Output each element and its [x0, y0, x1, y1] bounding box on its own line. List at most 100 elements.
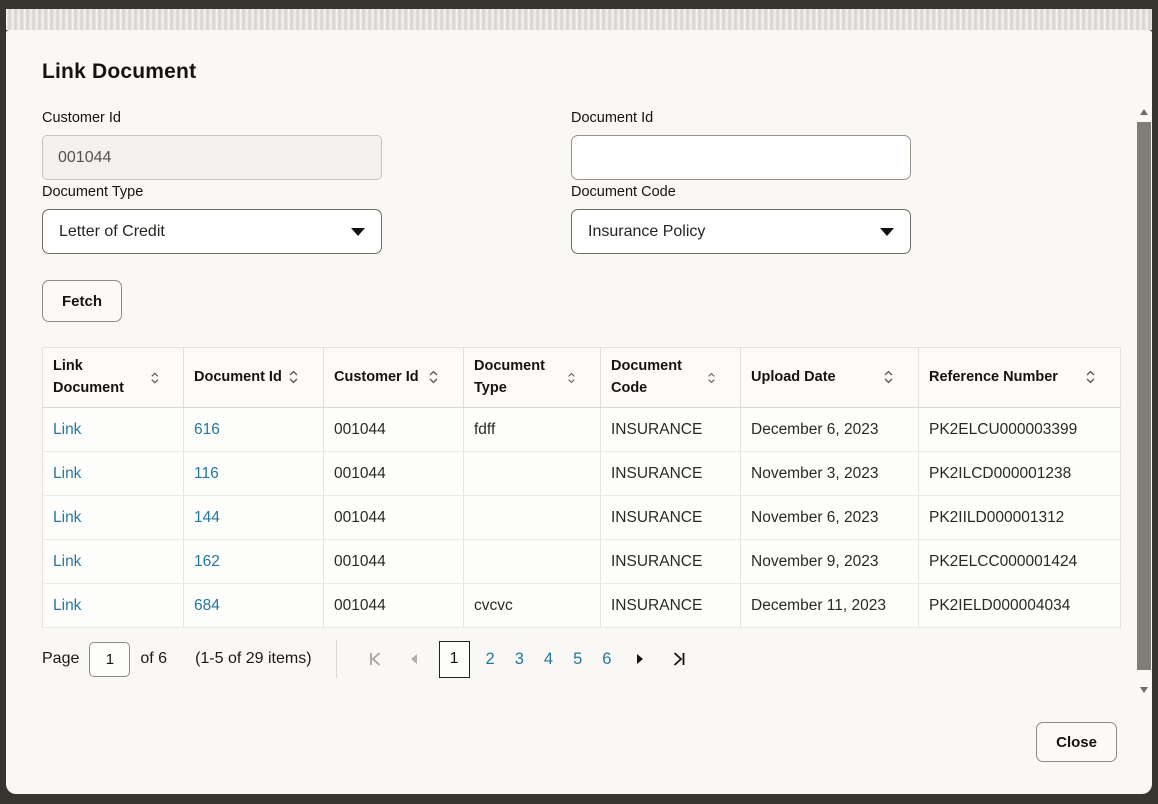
- reference-number-cell: PK2ILCD000001238: [918, 451, 1121, 496]
- document-type-label: Document Type: [42, 184, 144, 200]
- document-id-link[interactable]: 684: [194, 596, 220, 614]
- sort-icon[interactable]: [707, 370, 716, 386]
- upload-date-cell: November 6, 2023: [740, 495, 919, 540]
- reference-number-cell: PK2IELD000004034: [918, 583, 1121, 628]
- document-id-link[interactable]: 162: [194, 552, 220, 570]
- column-header-reference-number[interactable]: Reference Number: [918, 347, 1121, 408]
- sort-icon[interactable]: [883, 369, 894, 385]
- reference-number-cell: PK2IILD000001312: [918, 495, 1121, 540]
- document-code-select[interactable]: Insurance Policy: [571, 209, 911, 254]
- background-page-strip: [6, 9, 1152, 30]
- document-id-link[interactable]: 116: [194, 464, 219, 482]
- document-code-cell: INSURANCE: [600, 451, 741, 496]
- document-id-cell: 162: [183, 539, 324, 584]
- document-id-link[interactable]: 144: [194, 508, 220, 526]
- document-type-cell: cvcvc: [463, 583, 601, 628]
- document-id-cell: 616: [183, 407, 324, 452]
- scroll-down-icon[interactable]: [1140, 687, 1148, 693]
- document-code-selected-value: Insurance Policy: [588, 222, 706, 240]
- items-summary: (1-5 of 29 items): [195, 650, 312, 667]
- page-number-input[interactable]: [89, 641, 131, 677]
- reference-number-cell: PK2ELCU000003399: [918, 407, 1121, 452]
- column-header-document-code[interactable]: Document Code: [600, 347, 741, 408]
- document-type-select[interactable]: Letter of Credit: [42, 209, 382, 254]
- upload-date-cell: November 9, 2023: [740, 539, 919, 584]
- link-document-cell: Link: [42, 407, 184, 452]
- document-code-cell: INSURANCE: [600, 539, 741, 584]
- document-type-selected-value: Letter of Credit: [59, 222, 165, 240]
- link-action[interactable]: Link: [53, 464, 82, 482]
- sort-icon[interactable]: [150, 370, 160, 386]
- document-id-field[interactable]: [571, 135, 911, 180]
- upload-date-cell: November 3, 2023: [740, 451, 919, 496]
- column-header-document-type[interactable]: Document Type: [463, 347, 601, 408]
- page-title: Link Document: [42, 60, 197, 83]
- scrollbar-thumb[interactable]: [1137, 122, 1151, 670]
- sort-icon[interactable]: [567, 370, 576, 386]
- table-row: Link 616 001044 fdff INSURANCE December …: [42, 407, 1121, 452]
- document-type-cell: [463, 451, 601, 496]
- document-id-cell: 116: [183, 451, 324, 496]
- customer-id-cell: 001044: [323, 583, 464, 628]
- document-code-cell: INSURANCE: [600, 495, 741, 540]
- page-link-4[interactable]: 4: [543, 649, 554, 668]
- document-type-cell: fdff: [463, 407, 601, 452]
- column-header-link-document[interactable]: Link Document: [42, 347, 184, 408]
- table-header-row: Link Document Document Id Customer Id Do…: [42, 347, 1121, 408]
- customer-id-field[interactable]: [42, 135, 382, 180]
- link-document-cell: Link: [42, 539, 184, 584]
- customer-id-label: Customer Id: [42, 110, 121, 126]
- document-code-cell: INSURANCE: [600, 583, 741, 628]
- table-row: Link 116 001044 INSURANCE November 3, 20…: [42, 451, 1121, 496]
- first-page-button[interactable]: [361, 641, 391, 677]
- scroll-up-icon[interactable]: [1140, 109, 1148, 115]
- column-header-customer-id[interactable]: Customer Id: [323, 347, 464, 408]
- page-label: Page: [42, 650, 80, 667]
- close-button[interactable]: Close: [1036, 722, 1117, 762]
- link-document-cell: Link: [42, 451, 184, 496]
- previous-page-icon: [410, 654, 417, 664]
- page-link-6[interactable]: 6: [602, 649, 612, 668]
- document-code-label: Document Code: [571, 184, 676, 200]
- next-page-icon: [637, 654, 644, 664]
- document-id-cell: 144: [183, 495, 324, 540]
- search-form: Customer Id Document Id Document Type Do…: [42, 106, 1152, 254]
- document-id-label: Document Id: [571, 110, 654, 126]
- last-page-button[interactable]: [663, 641, 693, 677]
- pagination-bar: Page of 6 (1-5 of 29 items) 1 2 3 4 5 6: [42, 640, 1152, 678]
- link-document-cell: Link: [42, 495, 184, 540]
- sort-icon[interactable]: [288, 369, 299, 385]
- column-header-upload-date[interactable]: Upload Date: [740, 347, 919, 408]
- page-link-5[interactable]: 5: [573, 649, 583, 668]
- link-document-dialog: Link Document Customer Id Document Id Do…: [6, 30, 1152, 794]
- table-row: Link 684 001044 cvcvc INSURANCE December…: [42, 583, 1121, 628]
- chevron-down-icon: [351, 227, 365, 236]
- customer-id-cell: 001044: [323, 451, 464, 496]
- documents-table: Link Document Document Id Customer Id Do…: [42, 347, 1121, 628]
- table-row: Link 162 001044 INSURANCE November 9, 20…: [42, 539, 1121, 584]
- customer-id-cell: 001044: [323, 495, 464, 540]
- chevron-down-icon: [880, 227, 894, 236]
- first-page-icon: [370, 652, 381, 666]
- column-header-document-id[interactable]: Document Id: [183, 347, 324, 408]
- current-page-indicator[interactable]: 1: [438, 640, 470, 678]
- document-type-cell: [463, 539, 601, 584]
- link-action[interactable]: Link: [53, 420, 82, 438]
- link-action[interactable]: Link: [53, 552, 82, 570]
- vertical-scrollbar[interactable]: [1137, 106, 1151, 726]
- document-id-cell: 684: [183, 583, 324, 628]
- table-row: Link 144 001044 INSURANCE November 6, 20…: [42, 495, 1121, 540]
- link-action[interactable]: Link: [53, 596, 82, 614]
- page-link-2[interactable]: 2: [485, 649, 495, 668]
- sort-icon[interactable]: [428, 369, 439, 385]
- sort-icon[interactable]: [1085, 369, 1096, 385]
- upload-date-cell: December 11, 2023: [740, 583, 919, 628]
- link-action[interactable]: Link: [53, 508, 82, 526]
- page-link-3[interactable]: 3: [514, 649, 524, 668]
- customer-id-cell: 001044: [323, 407, 464, 452]
- next-page-button[interactable]: [625, 641, 655, 677]
- document-id-link[interactable]: 616: [194, 420, 220, 438]
- fetch-button[interactable]: Fetch: [42, 280, 123, 322]
- previous-page-button[interactable]: [399, 641, 429, 677]
